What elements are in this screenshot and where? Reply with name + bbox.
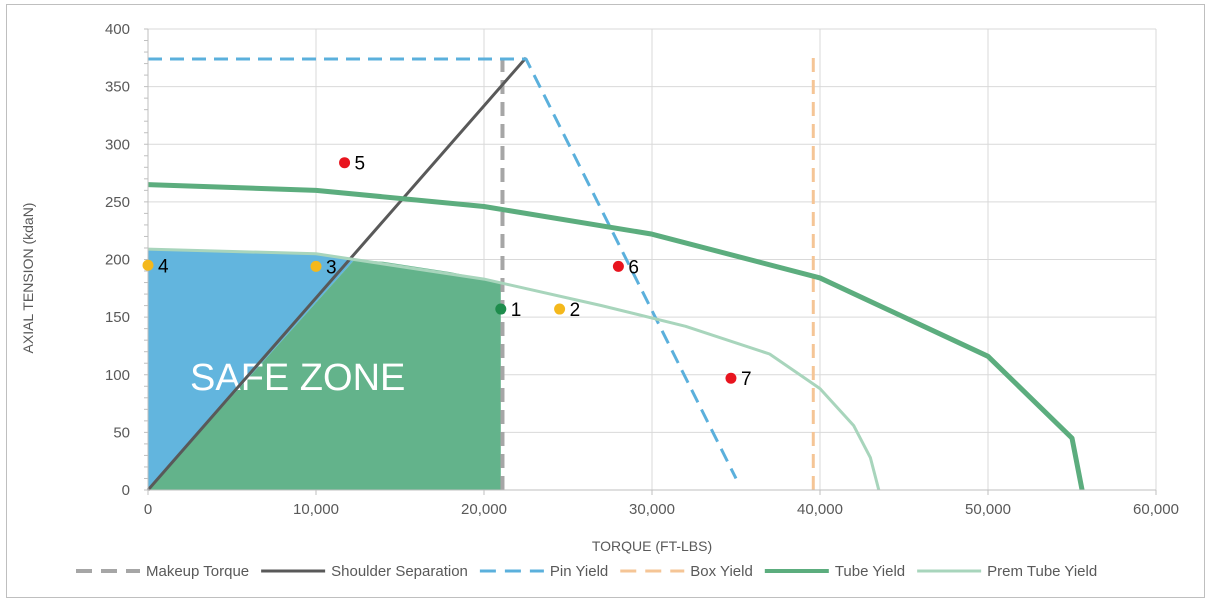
point-6-label: 6 [628,257,639,278]
tube-yield-line [147,182,1085,491]
pin-yield-legend-label: Pin Yield [550,563,608,580]
point-7-marker [725,372,737,384]
point-2-label: 2 [570,300,581,321]
point-6-marker [612,260,624,272]
safe-zone-label: SAFE ZONE [190,357,405,399]
x-tick-label: 10,000 [293,501,339,518]
tube-yield-legend-label: Tube Yield [835,563,905,580]
x-axis-label: TORQUE (FT-LBS) [592,538,712,554]
y-tick-label: 250 [105,194,130,211]
y-tick-label: 400 [105,21,130,38]
box-yield-legend-label: Box Yield [690,563,753,580]
legend: Makeup Torque Shoulder Separation Pin Yiel… [76,563,1097,580]
x-tick-label: 20,000 [461,501,507,518]
y-axis-label: AXIAL TENSION (kdaN) [20,203,36,354]
point-7-label: 7 [741,369,752,390]
y-tick-label: 0 [122,482,130,499]
series-lines [146,56,1085,491]
prem-tube-yield-legend-label: Prem Tube Yield [987,563,1097,580]
data-points: 1 2 3 4 5 6 7 [142,154,752,390]
x-tick-label: 50,000 [965,501,1011,518]
point-4-label: 4 [158,256,169,277]
y-tick-label: 350 [105,79,130,96]
x-tick-labels: 0 10,000 20,000 30,000 40,000 50,000 60,000 [144,501,1179,518]
point-3-label: 3 [326,257,337,278]
y-tick-label: 100 [105,367,130,384]
y-tick-labels: 0 50 100 150 200 250 300 350 400 [105,21,130,499]
y-tick-label: 50 [113,424,130,441]
point-1-label: 1 [511,300,522,321]
point-5-marker [339,157,351,169]
pin-yield-line [148,57,738,480]
point-2-marker [554,303,566,315]
x-tick-label: 40,000 [797,501,843,518]
x-tick-label: 0 [144,501,152,518]
makeup-torque-legend-label: Makeup Torque [146,563,249,580]
prem-tube-yield-line [147,247,881,491]
point-4-marker [142,259,154,271]
shoulder-separation-line [146,56,528,491]
point-5-label: 5 [355,154,366,175]
x-tick-label: 30,000 [629,501,675,518]
shoulder-separation-legend-label: Shoulder Separation [331,563,468,580]
point-1-marker [495,303,507,315]
y-tick-label: 150 [105,309,130,326]
point-3-marker [310,260,322,272]
y-tick-label: 200 [105,252,130,269]
y-tick-label: 300 [105,136,130,153]
safe-zone-region-2 [148,259,501,490]
axes [144,28,1157,495]
x-tick-label: 60,000 [1133,501,1179,518]
